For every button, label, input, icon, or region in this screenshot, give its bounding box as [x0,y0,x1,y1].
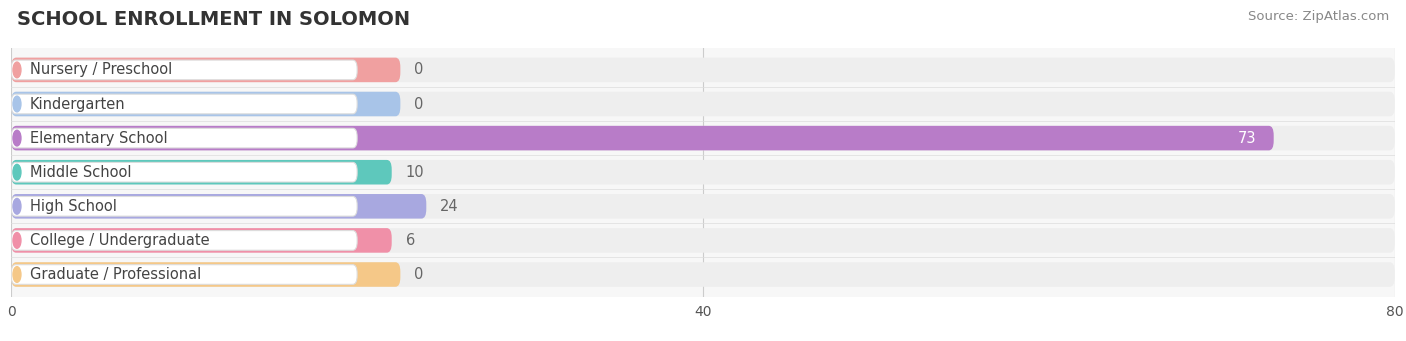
FancyBboxPatch shape [11,265,357,284]
Circle shape [13,198,21,214]
Text: 24: 24 [440,199,458,214]
Text: 0: 0 [415,97,423,112]
Text: Graduate / Professional: Graduate / Professional [30,267,201,282]
Circle shape [13,96,21,112]
Circle shape [13,267,21,282]
Text: Elementary School: Elementary School [30,131,167,146]
FancyBboxPatch shape [11,162,357,182]
FancyBboxPatch shape [11,58,1395,82]
FancyBboxPatch shape [11,94,357,114]
FancyBboxPatch shape [11,160,1395,184]
Text: Source: ZipAtlas.com: Source: ZipAtlas.com [1249,10,1389,23]
FancyBboxPatch shape [11,228,1395,253]
FancyBboxPatch shape [11,262,1395,287]
FancyBboxPatch shape [11,262,401,287]
FancyBboxPatch shape [11,126,1274,150]
FancyBboxPatch shape [11,126,1395,150]
Circle shape [13,130,21,146]
FancyBboxPatch shape [11,194,1395,219]
Text: SCHOOL ENROLLMENT IN SOLOMON: SCHOOL ENROLLMENT IN SOLOMON [17,10,411,29]
Text: College / Undergraduate: College / Undergraduate [30,233,209,248]
FancyBboxPatch shape [11,58,401,82]
FancyBboxPatch shape [11,92,401,116]
FancyBboxPatch shape [11,196,357,216]
Text: 10: 10 [405,165,425,180]
Text: Middle School: Middle School [30,165,131,180]
Text: 73: 73 [1237,131,1257,146]
Text: Kindergarten: Kindergarten [30,97,125,112]
FancyBboxPatch shape [11,194,426,219]
Text: 0: 0 [415,267,423,282]
Circle shape [13,62,21,78]
Text: Nursery / Preschool: Nursery / Preschool [30,62,172,77]
FancyBboxPatch shape [11,231,357,250]
FancyBboxPatch shape [11,92,1395,116]
FancyBboxPatch shape [11,60,357,80]
FancyBboxPatch shape [11,160,392,184]
Text: 6: 6 [405,233,415,248]
FancyBboxPatch shape [11,128,357,148]
Circle shape [13,233,21,248]
Text: High School: High School [30,199,117,214]
Text: 0: 0 [415,62,423,77]
Circle shape [13,164,21,180]
FancyBboxPatch shape [11,228,392,253]
